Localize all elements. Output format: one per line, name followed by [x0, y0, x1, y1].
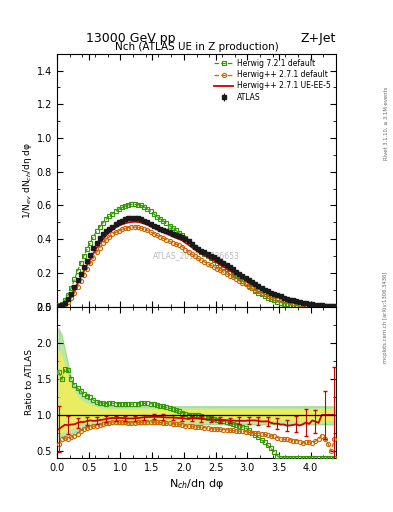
- Herwig++ 2.7.1 UE-EE-5: [136, 219, 140, 225]
- Herwig++ 2.7.1 default: [221, 269, 226, 275]
- Herwig++ 2.7.1 UE-EE-5: [139, 220, 143, 226]
- Herwig++ 2.7.1 default: [329, 303, 334, 309]
- Herwig++ 2.7.1 UE-EE-5: [132, 219, 137, 225]
- Herwig++ 2.7.1 default: [332, 303, 337, 309]
- Y-axis label: Ratio to ATLAS: Ratio to ATLAS: [25, 349, 34, 415]
- Herwig 7.2.1 default: [132, 201, 137, 207]
- Herwig++ 2.7.1 UE-EE-5: [62, 300, 67, 306]
- Line: Herwig 7.2.1 default: Herwig 7.2.1 default: [57, 202, 336, 309]
- Herwig++ 2.7.1 default: [62, 301, 67, 307]
- Line: Herwig++ 2.7.1 default: Herwig++ 2.7.1 default: [57, 225, 336, 308]
- Herwig++ 2.7.1 UE-EE-5: [332, 303, 337, 309]
- Herwig++ 2.7.1 default: [132, 224, 137, 230]
- Herwig++ 2.7.1 UE-EE-5: [56, 303, 61, 309]
- Text: mcplots.cern.ch [arXiv:1306.3436]: mcplots.cern.ch [arXiv:1306.3436]: [384, 272, 388, 363]
- Herwig 7.2.1 default: [196, 246, 200, 252]
- Herwig++ 2.7.1 default: [139, 225, 143, 231]
- Herwig 7.2.1 default: [136, 202, 140, 208]
- Herwig++ 2.7.1 default: [136, 224, 140, 230]
- Herwig++ 2.7.1 UE-EE-5: [316, 302, 321, 308]
- Legend: Herwig 7.2.1 default, Herwig++ 2.7.1 default, Herwig++ 2.7.1 UE-EE-5, ATLAS: Herwig 7.2.1 default, Herwig++ 2.7.1 def…: [213, 57, 332, 103]
- Text: ATLAS_2019_I1736653: ATLAS_2019_I1736653: [153, 251, 240, 261]
- Herwig 7.2.1 default: [139, 202, 143, 208]
- Herwig 7.2.1 default: [56, 302, 61, 308]
- Text: Rivet 3.1.10, ≥ 3.1M events: Rivet 3.1.10, ≥ 3.1M events: [384, 86, 388, 160]
- Herwig++ 2.7.1 UE-EE-5: [196, 249, 200, 255]
- Herwig++ 2.7.1 UE-EE-5: [221, 264, 226, 270]
- Y-axis label: 1/N$_{ev}$ dN$_{ch}$/dη dφ: 1/N$_{ev}$ dN$_{ch}$/dη dφ: [21, 142, 34, 219]
- Herwig 7.2.1 default: [221, 264, 226, 270]
- Line: Herwig++ 2.7.1 UE-EE-5: Herwig++ 2.7.1 UE-EE-5: [59, 222, 334, 306]
- Title: Nch (ATLAS UE in Z production): Nch (ATLAS UE in Z production): [115, 41, 278, 52]
- Herwig 7.2.1 default: [320, 304, 324, 310]
- Text: 13000 GeV pp: 13000 GeV pp: [86, 32, 176, 45]
- Herwig++ 2.7.1 default: [56, 303, 61, 309]
- Text: Z+Jet: Z+Jet: [301, 32, 336, 45]
- Herwig++ 2.7.1 default: [275, 296, 280, 302]
- Herwig 7.2.1 default: [62, 297, 67, 304]
- X-axis label: N$_{ch}$/dη dφ: N$_{ch}$/dη dφ: [169, 477, 224, 492]
- Herwig 7.2.1 default: [275, 298, 280, 305]
- Herwig++ 2.7.1 default: [196, 255, 200, 262]
- Herwig 7.2.1 default: [332, 304, 337, 310]
